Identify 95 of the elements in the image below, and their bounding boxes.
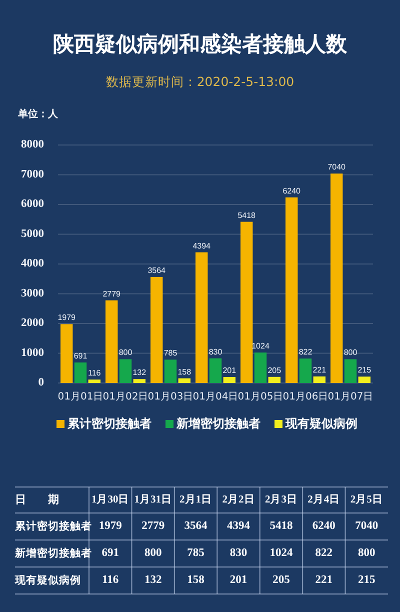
bar (88, 380, 100, 383)
data-label: 800 (118, 348, 133, 358)
y-tick-label: 3000 (21, 287, 44, 300)
category-label: 2月3日 (264, 493, 298, 506)
bar (358, 376, 370, 383)
data-label: 1979 (58, 313, 76, 322)
bar (164, 360, 177, 383)
bar (344, 359, 357, 383)
x-tick-label: 01月06日 (282, 392, 328, 403)
y-tick-label: 4000 (21, 258, 44, 270)
x-tick-label: 01月05日 (238, 392, 284, 403)
category-label: 2月2日 (222, 493, 255, 506)
bar (106, 300, 118, 383)
data-label: 221 (312, 365, 327, 374)
bar (209, 358, 222, 383)
y-tick-label: 6000 (21, 198, 44, 210)
data-label: 201 (230, 574, 248, 586)
data-label: 116 (102, 574, 119, 586)
bar (254, 352, 267, 383)
bar (133, 379, 146, 383)
data-label: 6240 (282, 186, 302, 196)
data-label: 221 (315, 574, 333, 586)
category-label: 2月5日 (350, 493, 383, 506)
bar (286, 197, 298, 383)
data-label: 800 (358, 547, 376, 560)
y-tick-label: 1000 (21, 346, 44, 359)
legend-label: 累计密切接触者 (66, 416, 152, 430)
data-label: 785 (187, 547, 205, 560)
text: 日 期 (15, 493, 59, 506)
data-label: 4394 (227, 520, 250, 532)
data-label: 3564 (148, 266, 166, 275)
category-label: 2月1日 (180, 493, 212, 506)
bar (196, 252, 208, 383)
data-label: 691 (74, 351, 88, 360)
data-label: 132 (144, 574, 162, 586)
bar (119, 359, 132, 383)
data-label: 158 (178, 367, 192, 376)
text: 现有疑似病例 (14, 573, 81, 586)
bar (313, 376, 326, 383)
y-tick-label: 5000 (21, 228, 44, 240)
data-label: 785 (164, 348, 178, 358)
data-label: 822 (315, 547, 333, 560)
x-tick-label: 01月01日 (58, 392, 104, 403)
data-label: 830 (208, 347, 223, 356)
bar (299, 358, 312, 383)
bar (223, 377, 236, 383)
bar (60, 324, 73, 383)
data-label: 201 (222, 366, 237, 376)
data-label: 7040 (328, 162, 346, 172)
data-label: 5418 (238, 210, 256, 220)
y-tick-label: 2000 (21, 317, 44, 330)
data-label: 215 (358, 366, 372, 375)
data-label: 1979 (98, 520, 122, 532)
data-label: 2779 (102, 289, 122, 298)
y-tick-label: 7000 (21, 168, 44, 180)
legend-label: 现有疑似病例 (284, 416, 358, 430)
data-label: 5418 (270, 520, 293, 532)
category-label: 1月31日 (134, 493, 172, 506)
category-label: 2月4日 (308, 493, 340, 506)
x-tick-label: 01月07日 (328, 392, 374, 403)
data-label: 158 (187, 574, 205, 586)
bar (74, 362, 87, 383)
y-tick-label: 0 (38, 376, 44, 389)
text: 累计密切接触者 (14, 519, 92, 532)
data-label: 4394 (192, 241, 212, 250)
data-label: 830 (230, 547, 248, 560)
data-label: 116 (88, 368, 102, 378)
data-label: 3564 (184, 520, 208, 532)
bar (330, 174, 343, 383)
bar (268, 376, 280, 383)
y-axis-title: 单位：人 (17, 108, 59, 120)
data-label: 205 (272, 574, 290, 586)
category-label: 1月30日 (91, 493, 130, 506)
data-label: 691 (102, 547, 120, 560)
legend-label: 新增密切接触者 (176, 416, 260, 430)
bar (150, 276, 163, 383)
data-label: 205 (268, 366, 282, 375)
bar (178, 378, 190, 383)
chart-subtitle: 数据更新时间：2020-2-5-13:00 (106, 74, 294, 89)
data-label: 132 (132, 368, 147, 378)
y-tick-label: 8000 (21, 138, 44, 151)
x-tick-label: 01月04日 (192, 392, 238, 403)
data-label: 215 (358, 574, 376, 586)
data-label: 7040 (355, 520, 378, 532)
bar (240, 222, 253, 383)
text: 新增密切接触者 (14, 546, 92, 560)
data-label: 822 (298, 348, 313, 357)
data-label: 800 (144, 547, 162, 560)
chart-title: 陕西疑似病例和感染者接触人数 (53, 32, 348, 56)
data-label: 800 (344, 348, 358, 358)
data-label: 2779 (142, 520, 165, 532)
data-label: 6240 (312, 520, 336, 532)
x-tick-label: 01月03日 (148, 392, 194, 403)
data-label: 1024 (270, 547, 293, 560)
x-tick-label: 01月02日 (102, 392, 148, 403)
